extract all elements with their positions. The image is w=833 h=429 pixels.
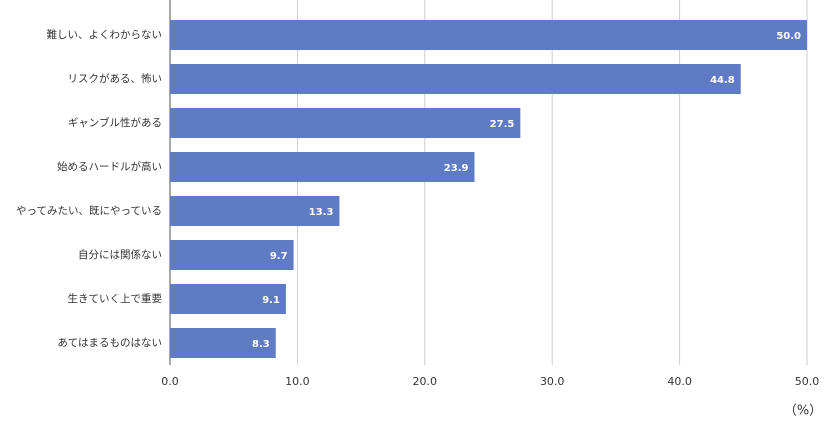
value-label: 50.0 [776, 31, 801, 42]
y-tick-label: ギャンブル性がある [68, 116, 162, 129]
x-tick-label: 20.0 [413, 375, 438, 388]
y-tick-label: リスクがある、怖い [68, 72, 163, 85]
x-tick-label: 10.0 [285, 375, 310, 388]
y-tick-label: あてはまるものはない [57, 337, 162, 349]
y-tick-label: 難しい、よくわからない [47, 28, 163, 41]
bar [170, 152, 475, 182]
y-tick-label: やってみたい、既にやっている [16, 205, 162, 217]
value-label: 23.9 [444, 163, 469, 174]
x-tick-label: 0.0 [161, 375, 179, 388]
value-label: 44.8 [710, 75, 735, 86]
bar [170, 20, 807, 50]
bar [170, 108, 521, 138]
x-axis-label: （%） [784, 404, 822, 419]
value-label: 9.1 [262, 295, 280, 306]
bar [170, 64, 741, 94]
bar [170, 328, 276, 358]
value-label: 8.3 [252, 339, 270, 350]
bar [170, 196, 340, 226]
x-tick-label: 50.0 [795, 375, 820, 388]
y-tick-label: 始めるハードルが高い [57, 160, 162, 173]
x-tick-label: 30.0 [540, 375, 565, 388]
bar [170, 240, 294, 270]
value-label: 9.7 [270, 251, 288, 262]
bar [170, 284, 286, 314]
y-tick-label: 自分には関係ない [78, 248, 162, 261]
x-tick-label: 40.0 [667, 375, 692, 388]
value-label: 13.3 [309, 207, 334, 218]
y-tick-label: 生きていく上で重要 [68, 292, 163, 305]
value-label: 27.5 [490, 119, 515, 130]
